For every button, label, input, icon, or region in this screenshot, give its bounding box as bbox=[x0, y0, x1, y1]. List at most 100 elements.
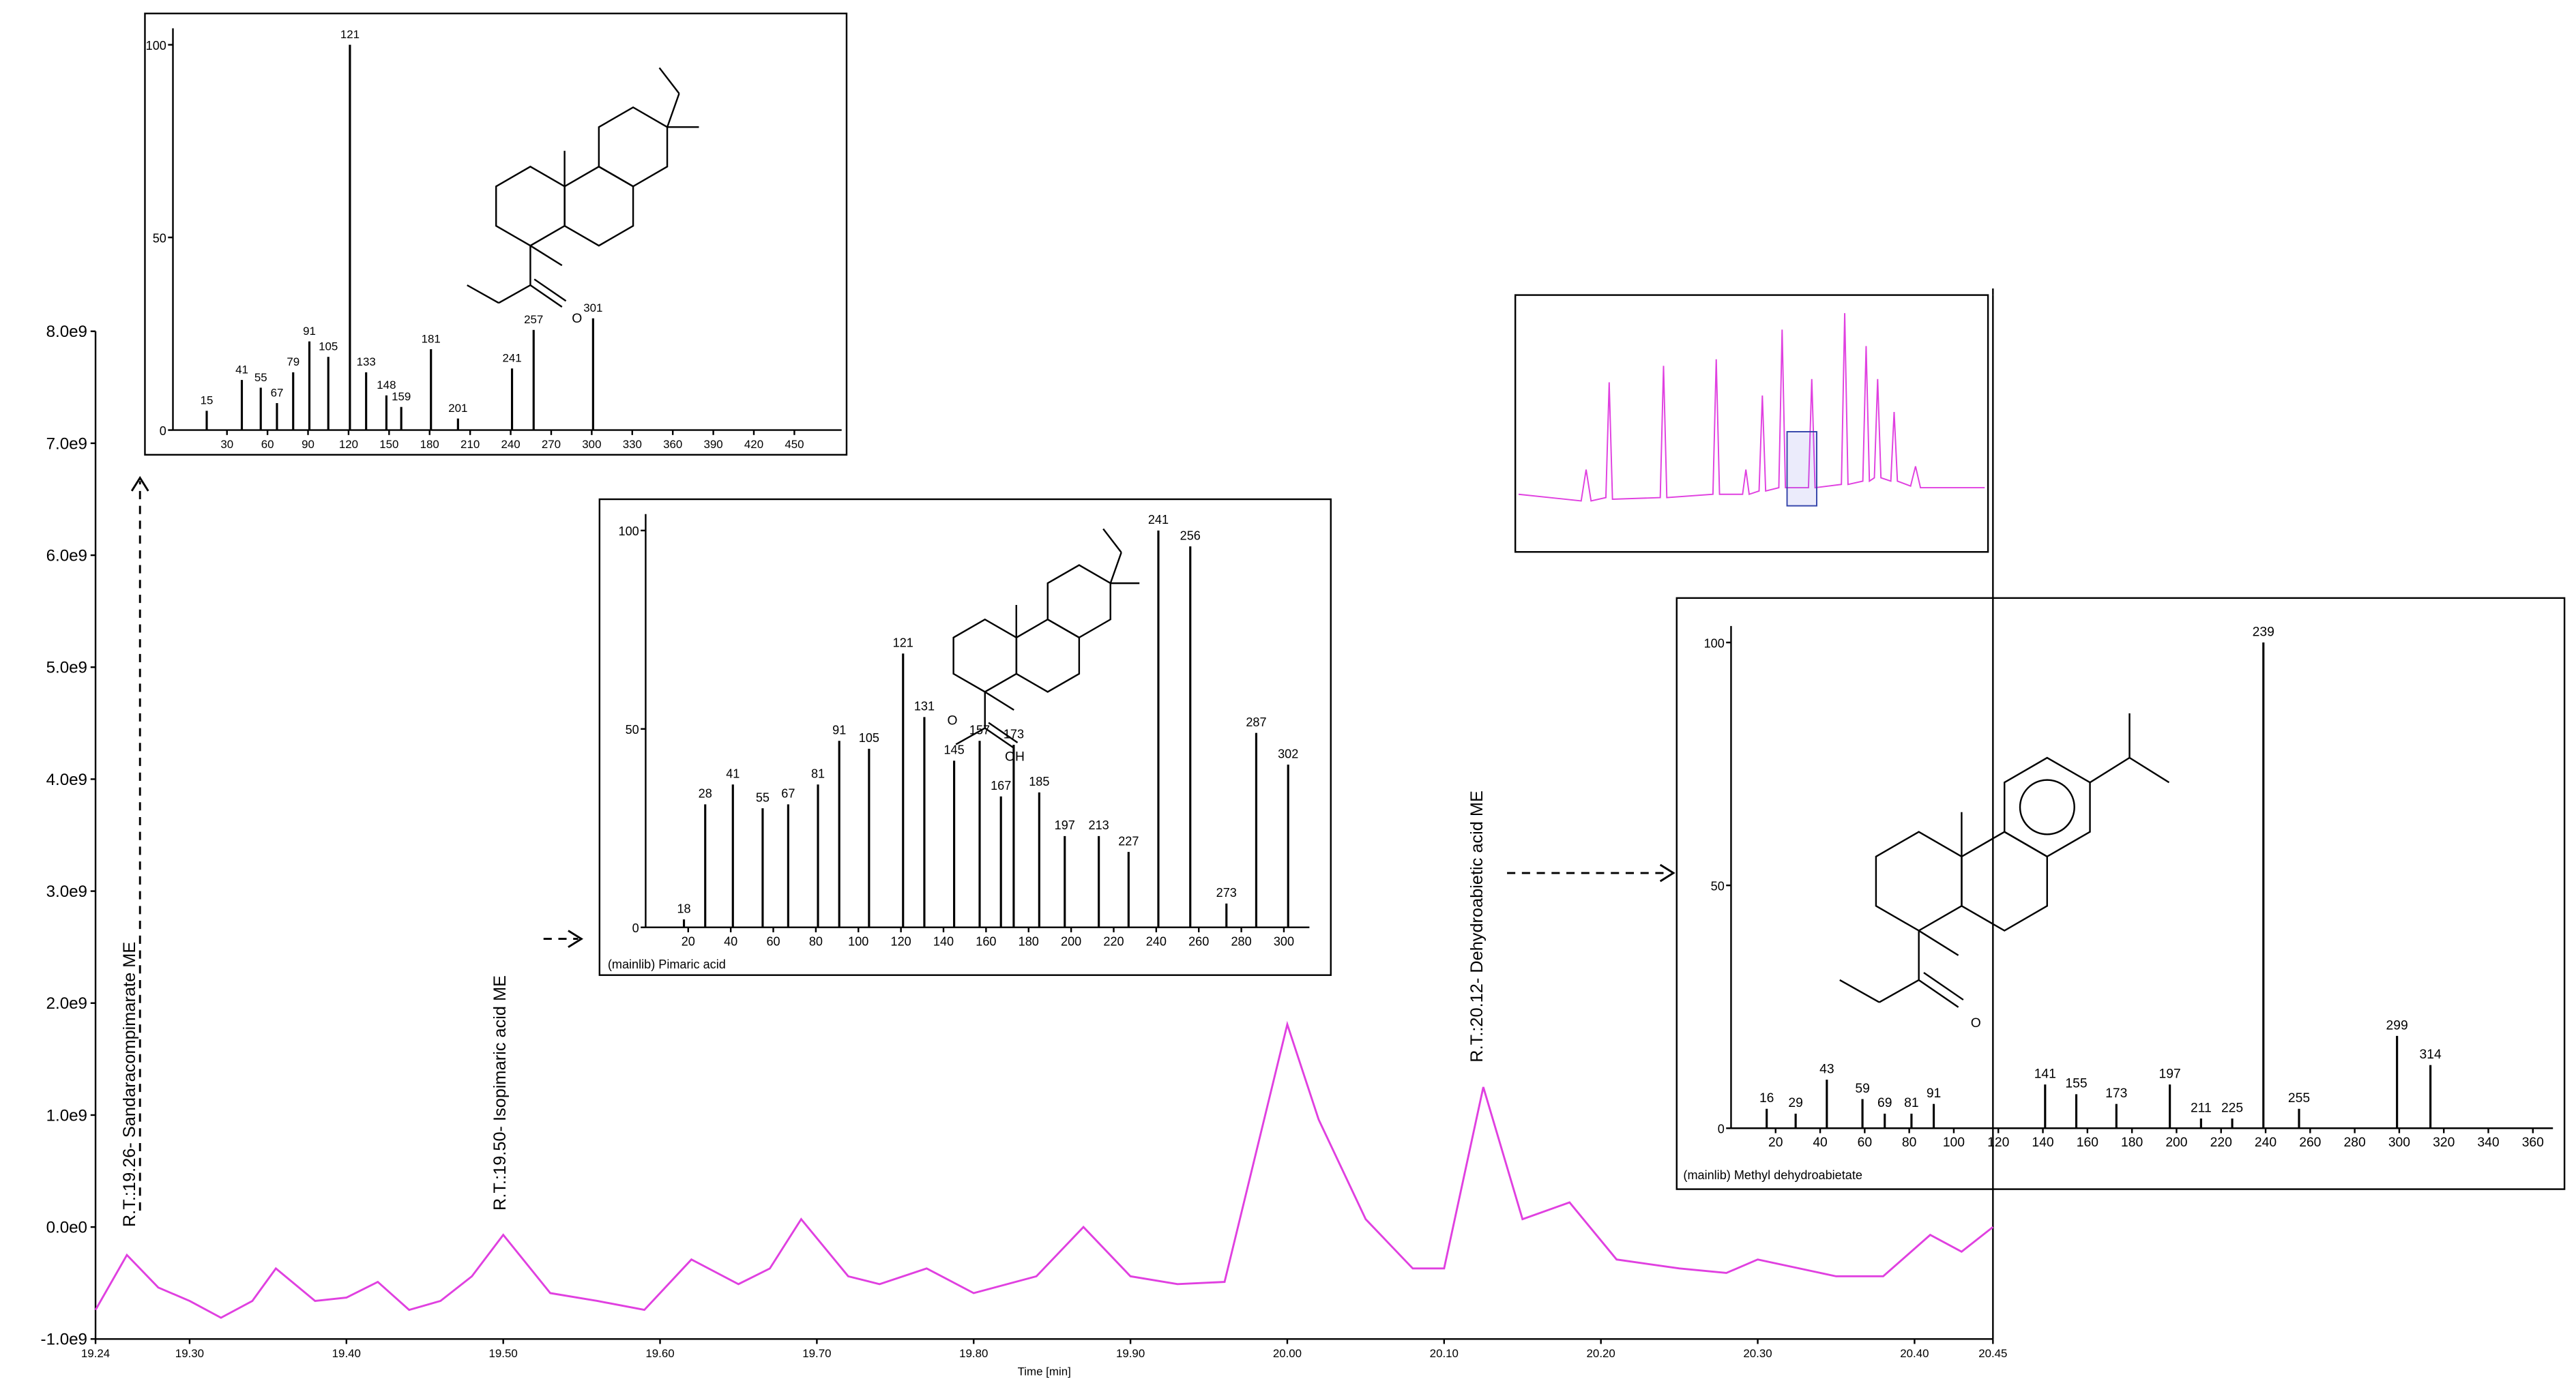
peak-label: 121 bbox=[893, 636, 913, 650]
aromatic-ring bbox=[2019, 779, 2075, 835]
peak-annotation: R.T.:19.50- Isopimaric acid ME bbox=[491, 975, 510, 1211]
x-tick-label: 100 bbox=[1943, 1136, 1965, 1150]
peak-label: 257 bbox=[524, 313, 543, 326]
y-tick-label: 50 bbox=[1711, 879, 1725, 893]
peak-label: 255 bbox=[2288, 1091, 2310, 1106]
peak-label: 28 bbox=[699, 787, 712, 801]
bond bbox=[529, 284, 563, 308]
peak-label: 273 bbox=[1216, 886, 1237, 900]
x-tick-label: 300 bbox=[582, 438, 601, 451]
x-tick-label: 19.50 bbox=[489, 1347, 518, 1360]
bond bbox=[533, 278, 567, 302]
peak-label: 43 bbox=[1819, 1062, 1834, 1076]
peak-label: 155 bbox=[2065, 1077, 2087, 1091]
peak-label: 81 bbox=[811, 767, 825, 781]
ring bbox=[2004, 756, 2091, 858]
x-tick-label: 19.60 bbox=[645, 1347, 674, 1360]
x-tick-label: 100 bbox=[848, 934, 868, 948]
bond bbox=[666, 93, 680, 128]
peak-label: 227 bbox=[1118, 835, 1139, 848]
x-tick-label: 220 bbox=[2210, 1136, 2232, 1150]
x-tick-label: 270 bbox=[542, 438, 561, 451]
peak-label: 16 bbox=[1759, 1091, 1774, 1106]
spectrum-box bbox=[598, 498, 1332, 976]
y-tick-label: 2.0e9 bbox=[46, 994, 87, 1013]
x-tick-label: 80 bbox=[1902, 1136, 1916, 1150]
peak-label: 225 bbox=[2221, 1101, 2243, 1115]
peak-label: 41 bbox=[235, 363, 248, 376]
x-tick-label: 40 bbox=[1813, 1136, 1827, 1150]
bond bbox=[984, 691, 1014, 711]
x-axis-label: Time [min] bbox=[1018, 1365, 1071, 1378]
x-tick-label: 240 bbox=[2255, 1136, 2277, 1150]
y-tick-label: 7.0e9 bbox=[46, 434, 87, 453]
bond bbox=[498, 284, 531, 304]
y-tick-label: 3.0e9 bbox=[46, 883, 87, 901]
x-tick-label: 160 bbox=[976, 934, 996, 948]
x-tick-label: 200 bbox=[2165, 1136, 2187, 1150]
peak-label: 18 bbox=[677, 902, 690, 915]
peak-label: 211 bbox=[2191, 1101, 2212, 1115]
x-tick-label: 20.10 bbox=[1430, 1347, 1459, 1360]
bond bbox=[2089, 757, 2131, 784]
bond bbox=[955, 727, 986, 745]
x-tick-label: 150 bbox=[379, 438, 398, 451]
peak-label: 287 bbox=[1246, 715, 1266, 729]
x-tick-label: 30 bbox=[220, 438, 233, 451]
spectrum-box bbox=[144, 12, 848, 456]
peak-label: 213 bbox=[1089, 818, 1109, 832]
x-tick-label: 80 bbox=[809, 934, 823, 948]
bond bbox=[529, 245, 563, 267]
x-tick-label: 300 bbox=[2388, 1136, 2410, 1150]
arrows bbox=[130, 475, 1675, 1211]
y-tick-label: 100 bbox=[146, 39, 166, 53]
y-tick-label: 8.0e9 bbox=[46, 323, 87, 341]
spectrum-box bbox=[1675, 597, 2566, 1190]
x-tick-label: 140 bbox=[2032, 1136, 2053, 1150]
y-tick-label: 100 bbox=[619, 524, 639, 538]
atom-label: O bbox=[1971, 1016, 1981, 1031]
peak-label: 301 bbox=[583, 301, 602, 314]
x-tick-label: 120 bbox=[891, 934, 911, 948]
spectrum-caption: (mainlib) Pimaric acid bbox=[608, 958, 726, 971]
x-tick-label: 320 bbox=[2433, 1136, 2455, 1150]
peak-label: 121 bbox=[340, 28, 360, 41]
peak-label: 15 bbox=[201, 394, 214, 407]
bond bbox=[1109, 552, 1122, 584]
peak-label: 131 bbox=[914, 700, 935, 713]
peak-label: 67 bbox=[781, 787, 795, 801]
peak-label: 181 bbox=[422, 332, 441, 345]
x-tick-label: 60 bbox=[766, 934, 780, 948]
peak-label: 159 bbox=[392, 390, 411, 403]
x-tick-label: 360 bbox=[2522, 1136, 2544, 1150]
y-tick-label: 50 bbox=[153, 231, 166, 245]
bond bbox=[467, 284, 499, 304]
x-tick-label: 240 bbox=[501, 438, 520, 451]
x-tick-label: 19.24 bbox=[81, 1347, 110, 1360]
y-tick-label: 100 bbox=[1704, 636, 1725, 650]
x-tick-label: 19.30 bbox=[175, 1347, 204, 1360]
peak-label: 69 bbox=[1877, 1096, 1892, 1110]
x-tick-label: 140 bbox=[933, 934, 954, 948]
bond bbox=[1102, 528, 1122, 553]
peak-label: 299 bbox=[2386, 1018, 2408, 1033]
x-tick-label: 19.40 bbox=[332, 1347, 361, 1360]
peak-annotation: R.T.:19.26- Sandaracompimarate ME bbox=[120, 942, 139, 1227]
x-tick-label: 330 bbox=[623, 438, 642, 451]
x-tick-label: 19.90 bbox=[1116, 1347, 1145, 1360]
x-tick-label: 20 bbox=[1768, 1136, 1783, 1150]
peak-label: 173 bbox=[1004, 727, 1024, 741]
peak-annotation: R.T.:20.12- Dehydroabietic acid ME bbox=[1467, 790, 1487, 1063]
molecule-structure bbox=[952, 528, 1140, 749]
y-tick-label: 1.0e9 bbox=[46, 1106, 87, 1125]
y-tick-label: 5.0e9 bbox=[46, 659, 87, 677]
x-tick-label: 210 bbox=[460, 438, 480, 451]
peak-label: 197 bbox=[1055, 818, 1075, 832]
chromatogram-thumbnail bbox=[1514, 294, 1989, 553]
peak-label: 59 bbox=[1855, 1082, 1869, 1096]
molecule-structure bbox=[1839, 713, 2170, 1008]
ring bbox=[598, 106, 669, 188]
peak-label: 141 bbox=[2034, 1067, 2056, 1082]
